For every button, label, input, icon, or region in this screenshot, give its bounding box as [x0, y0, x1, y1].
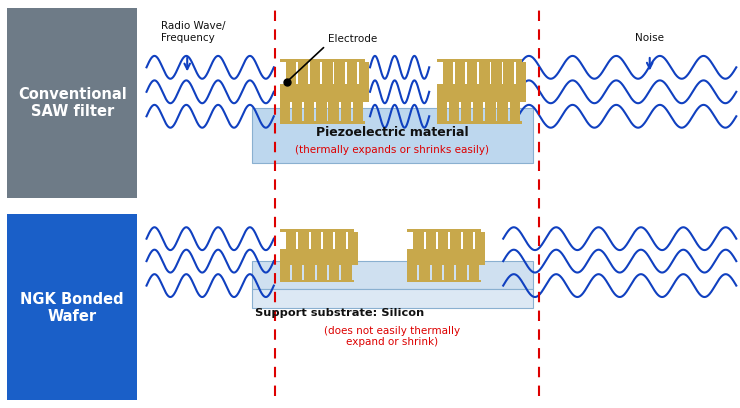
Bar — [323, 232, 333, 265]
Bar — [280, 280, 354, 282]
Bar — [280, 249, 290, 282]
Text: Electrode: Electrode — [328, 34, 377, 44]
Bar — [497, 84, 508, 124]
Bar — [7, 214, 137, 400]
Bar — [420, 249, 430, 282]
Bar — [425, 232, 436, 265]
Bar — [485, 84, 496, 124]
Bar — [317, 249, 327, 282]
Bar — [462, 232, 473, 265]
Bar — [503, 62, 514, 102]
Bar — [280, 84, 290, 124]
Bar — [252, 261, 533, 289]
Bar — [329, 249, 340, 282]
Text: Noise: Noise — [635, 33, 665, 43]
Bar — [450, 232, 460, 265]
Bar — [413, 232, 423, 265]
Bar — [304, 249, 314, 282]
Bar — [467, 62, 477, 102]
Bar — [252, 289, 533, 308]
Bar — [468, 249, 479, 282]
Bar — [0, 198, 11, 208]
Bar — [316, 84, 326, 124]
Bar — [475, 232, 485, 265]
Bar — [280, 121, 365, 124]
Bar — [335, 232, 346, 265]
Bar — [437, 121, 522, 124]
Bar — [407, 229, 481, 232]
Bar — [431, 249, 442, 282]
Bar — [252, 108, 533, 163]
Bar — [461, 84, 471, 124]
Bar — [286, 232, 296, 265]
Bar — [348, 232, 358, 265]
Bar — [516, 62, 526, 102]
Bar — [310, 62, 320, 102]
Text: Piezoelectric material: Piezoelectric material — [316, 126, 468, 139]
Bar — [407, 280, 481, 282]
Text: NGK Bonded
Wafer: NGK Bonded Wafer — [20, 292, 124, 324]
Bar — [304, 84, 314, 124]
Bar — [334, 62, 345, 102]
Text: Support substrate: Silicon: Support substrate: Silicon — [255, 308, 425, 318]
Bar — [341, 249, 352, 282]
Text: Radio Wave/
Frequency: Radio Wave/ Frequency — [161, 21, 226, 43]
Bar — [353, 84, 363, 124]
Bar — [438, 232, 448, 265]
Bar — [444, 249, 454, 282]
Bar — [286, 62, 296, 102]
Bar — [329, 84, 339, 124]
Bar — [298, 232, 309, 265]
Bar — [443, 62, 453, 102]
Bar — [292, 249, 303, 282]
Bar — [480, 62, 490, 102]
Bar — [437, 84, 447, 124]
Bar — [491, 62, 502, 102]
Bar — [407, 249, 417, 282]
Bar — [457, 249, 467, 282]
Bar — [292, 84, 302, 124]
Text: Conventional
SAW filter: Conventional SAW filter — [18, 86, 127, 119]
Bar — [510, 84, 520, 124]
Bar — [455, 62, 465, 102]
Bar — [280, 229, 354, 232]
Bar — [298, 62, 309, 102]
Text: (does not easily thermally
expand or shrink): (does not easily thermally expand or shr… — [324, 326, 460, 347]
Text: (thermally expands or shrinks easily): (thermally expands or shrinks easily) — [295, 145, 489, 155]
Bar — [323, 62, 333, 102]
Bar — [437, 59, 522, 62]
Bar — [346, 62, 357, 102]
Bar — [359, 62, 369, 102]
Bar — [340, 84, 351, 124]
Bar — [311, 232, 321, 265]
Bar — [448, 84, 459, 124]
Bar — [473, 84, 483, 124]
Bar — [280, 59, 365, 62]
Bar — [7, 8, 137, 198]
